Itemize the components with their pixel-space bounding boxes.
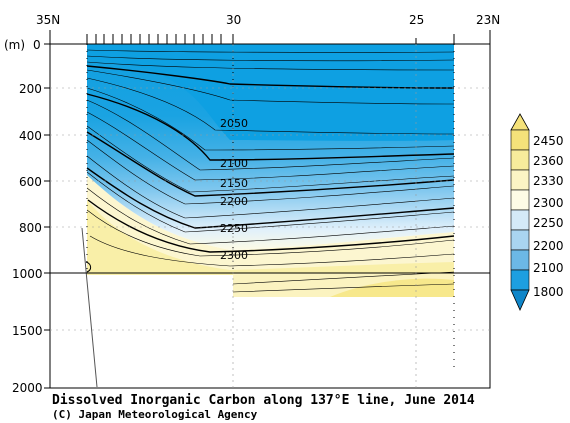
- colorbar-top-triangle: [510, 113, 530, 131]
- chart-title: Dissolved Inorganic Carbon along 137°E l…: [52, 393, 475, 408]
- colorbar-bin-7: [510, 269, 530, 291]
- contour-labels: 2050 2100 2150 2200 2250 2300: [220, 117, 248, 262]
- x-tick-30: 30: [226, 13, 241, 27]
- contour-label-2100: 2100: [220, 157, 248, 170]
- y-tick-400: 400: [19, 129, 42, 143]
- y-tick-200: 200: [19, 82, 42, 96]
- y-tick-600: 600: [19, 175, 42, 189]
- contour-label-2250: 2250: [220, 222, 248, 235]
- lower-block-yellow: [330, 278, 454, 297]
- contour-label-2200: 2200: [220, 195, 248, 208]
- x-tick-25: 25: [409, 13, 424, 27]
- colorbar-bin-1: [510, 149, 530, 171]
- contour-label-2150: 2150: [220, 177, 248, 190]
- station-ticks: [49, 30, 491, 44]
- y-tick-1000: 1000: [12, 267, 43, 281]
- x-tick-23N: 23N: [476, 13, 500, 27]
- colorbar-bin-3: [510, 189, 530, 211]
- plot-frame: [49, 43, 491, 389]
- colorbar-label-1800: 1800: [533, 285, 564, 299]
- colorbar-bin-2: [510, 169, 530, 191]
- colorbar-label-2200: 2200: [533, 239, 564, 253]
- surface-layer: [87, 44, 454, 141]
- x-tick-35N: 35N: [36, 13, 60, 27]
- station-columns: [86, 44, 455, 368]
- colorbar-bin-5: [510, 229, 530, 251]
- colorbar-label-2450: 2450: [533, 134, 564, 148]
- colorbar-label-2250: 2250: [533, 216, 564, 230]
- bottom-topography-line: [81, 227, 98, 388]
- colorbar-bin-0: [510, 129, 530, 151]
- contour-label-2050: 2050: [220, 117, 248, 130]
- contour-lines-bold: [86, 65, 455, 253]
- y-tick-1500: 1500: [12, 324, 43, 338]
- chart-credit: (C) Japan Meteorological Agency: [52, 408, 258, 421]
- lower-block-west: [87, 273, 233, 275]
- y-tick-0: 0: [33, 38, 41, 52]
- y-axis-ticks: [44, 43, 50, 389]
- colorbar-label-2330: 2330: [533, 174, 564, 188]
- contour-field: [86, 44, 455, 297]
- colorbar-bin-4: [510, 209, 530, 231]
- y-tick-800: 800: [19, 221, 42, 235]
- contour-label-2300: 2300: [220, 249, 248, 262]
- gridlines: [50, 44, 490, 388]
- y-tick-2000: 2000: [12, 381, 43, 395]
- colorbar-label-2100: 2100: [533, 261, 564, 275]
- colorbar-label-2360: 2360: [533, 154, 564, 168]
- colorbar-bottom-triangle: [510, 289, 530, 311]
- colorbar: 2450 2360 2330 2300 2250 2200 2100 1800: [510, 113, 564, 311]
- y-unit-label: (m): [4, 38, 25, 52]
- small-eddy-mark: [85, 261, 92, 273]
- colorbar-label-2300: 2300: [533, 196, 564, 210]
- colorbar-bin-6: [510, 249, 530, 271]
